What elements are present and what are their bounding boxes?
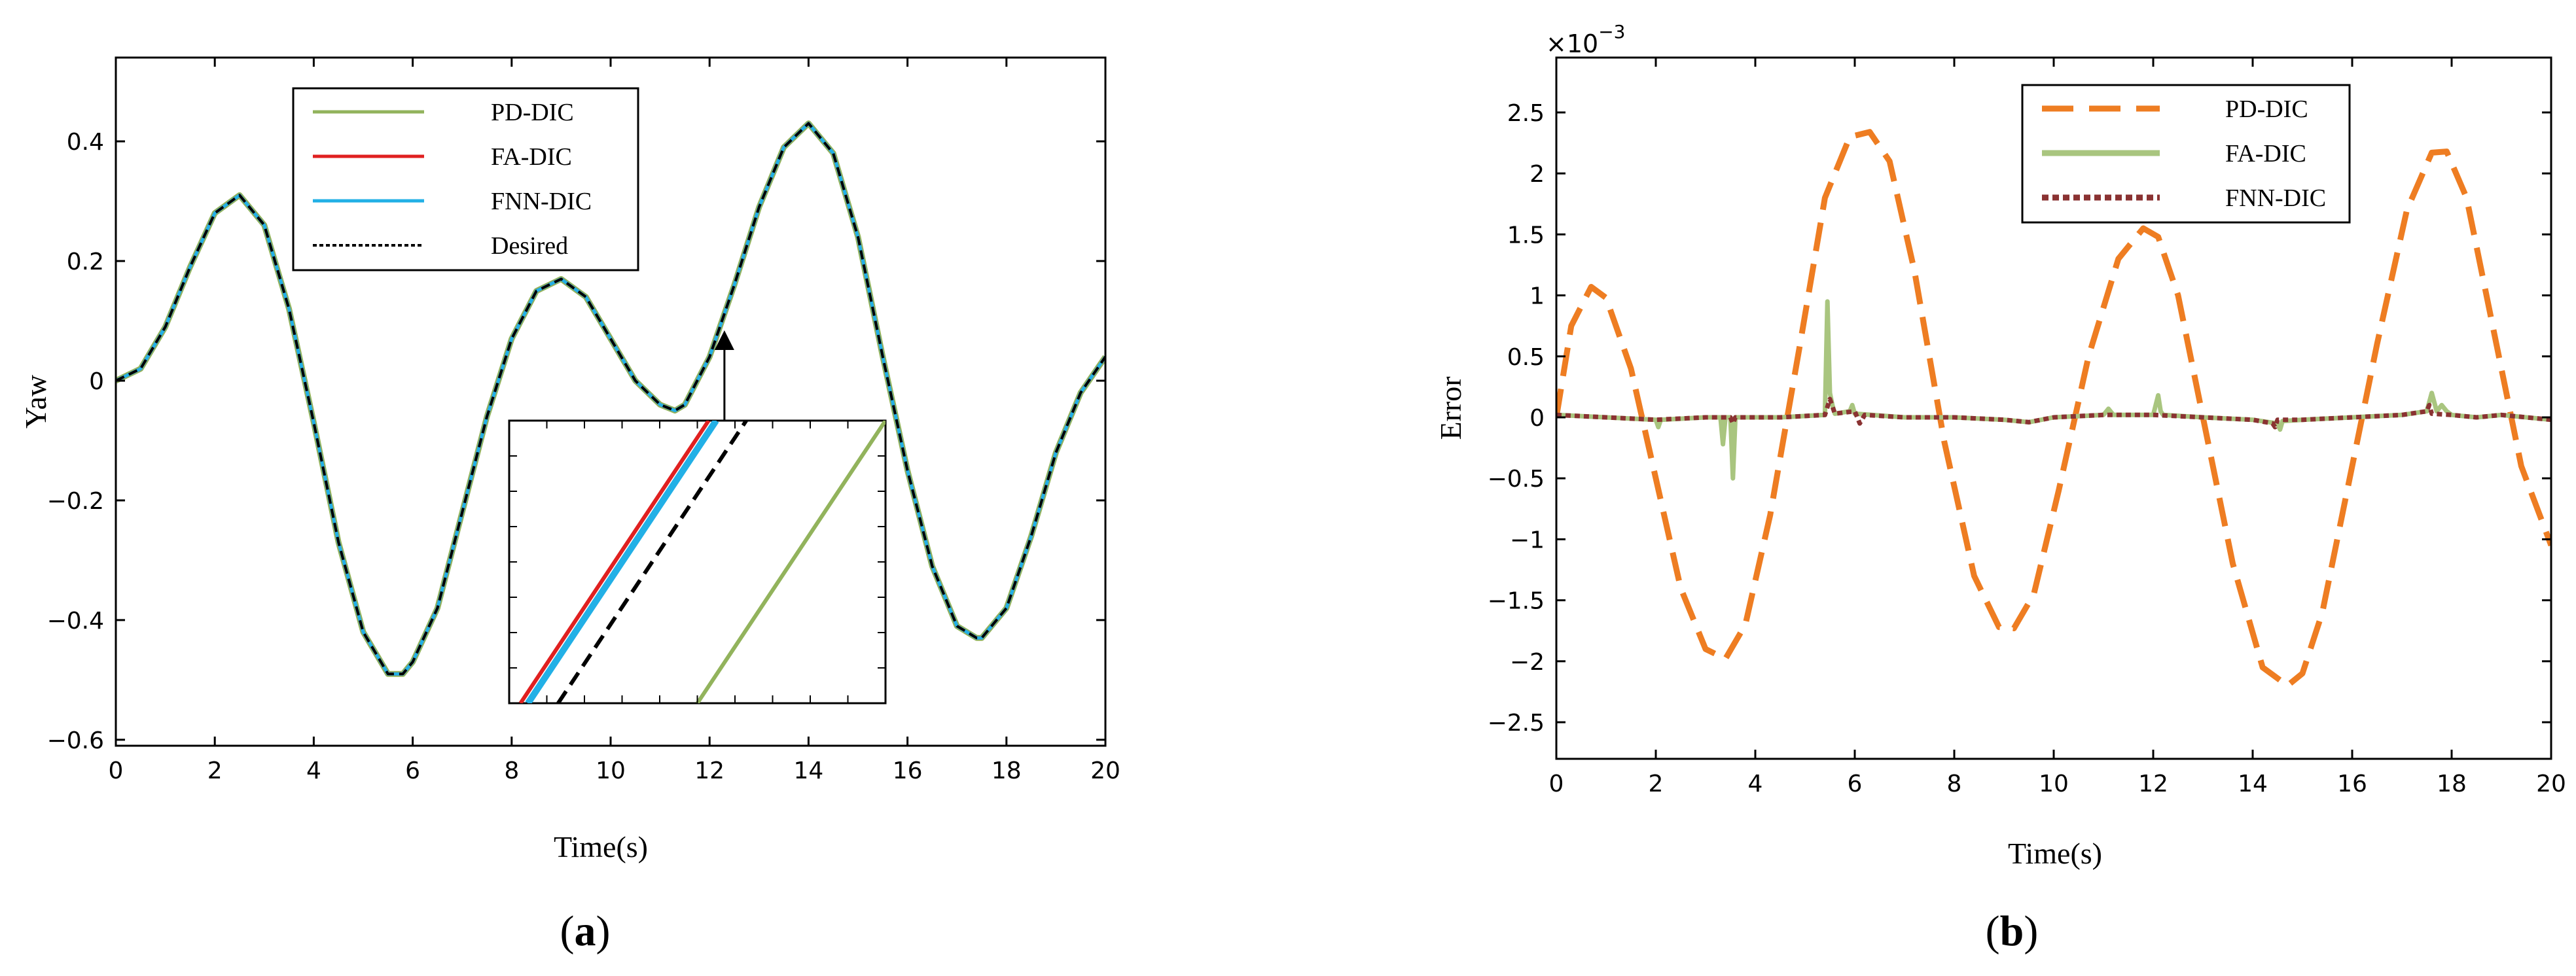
inset-line-fa-dic — [518, 421, 711, 703]
y-tick-label: 1.5 — [1507, 222, 1545, 249]
panel-a-ylabel: Yaw — [19, 374, 52, 428]
x-tick-label: 6 — [405, 758, 420, 784]
x-tick-label: 2 — [207, 758, 223, 784]
legend-label-pd-dic: PD-DIC — [2225, 96, 2308, 123]
x-tick-label: 2 — [1649, 771, 1664, 797]
x-tick-label: 12 — [2138, 771, 2168, 797]
x-tick-label: 18 — [992, 758, 1022, 784]
y-tick-label: −2.5 — [1488, 710, 1545, 737]
series-line-fnn-dic — [1556, 396, 2551, 430]
x-tick-label: 0 — [1549, 771, 1564, 797]
panel-a-xlabel: Time(s) — [554, 830, 648, 863]
x-tick-label: 8 — [1947, 771, 1962, 797]
x-tick-label: 16 — [893, 758, 923, 784]
legend-label-fnn-dic: FNN-DIC — [491, 188, 592, 215]
x-tick-label: 6 — [1848, 771, 1863, 797]
x-tick-label: 0 — [109, 758, 124, 784]
x-tick-label: 14 — [793, 758, 823, 784]
legend-label-fa-dic: FA-DIC — [491, 143, 572, 171]
y-tick-label: 0.2 — [67, 249, 104, 275]
legend-label-fnn-dic: FNN-DIC — [2225, 184, 2326, 212]
y-tick-label: −0.6 — [47, 727, 104, 754]
y-tick-label: 2.5 — [1507, 100, 1545, 127]
legend-label-desired: Desired — [491, 232, 568, 260]
x-tick-label: 4 — [306, 758, 321, 784]
y-tick-label: 0 — [89, 368, 104, 395]
series-line-fa-dic — [1556, 299, 2551, 481]
legend-box — [292, 87, 639, 271]
y-tick-label: 0.5 — [1507, 344, 1545, 371]
inset-line-desired — [556, 421, 748, 703]
x-tick-label: 10 — [596, 758, 626, 784]
panel-a: 0 2 4 6 8 10 12 14 16 18 20 −0.6 −0.4 −0.2 0 0.2 0.4 Tim… — [19, 56, 1120, 955]
series-line-pd-dic — [1556, 129, 2551, 689]
x-tick-label: 10 — [2039, 771, 2069, 797]
y-tick-label: 0.4 — [67, 129, 104, 156]
y-tick-label: −0.4 — [47, 608, 104, 635]
legend-label-pd-dic: PD-DIC — [491, 99, 574, 126]
panel-b-ylabel: Error — [1434, 376, 1467, 440]
panel-b-xlabel: Time(s) — [2008, 837, 2102, 870]
x-tick-label: 12 — [694, 758, 724, 784]
x-tick-label: 14 — [2238, 771, 2268, 797]
panel-b-label: (b) — [1986, 907, 2039, 955]
y-tick-label: 2 — [1530, 161, 1545, 188]
x-tick-label: 20 — [2536, 771, 2566, 797]
x-tick-label: 8 — [504, 758, 519, 784]
inset-frame — [508, 419, 887, 705]
panel-a-label: (a) — [560, 907, 611, 955]
y-tick-label: −0.2 — [47, 488, 104, 515]
x-tick-label: 20 — [1090, 758, 1120, 784]
legend-label-fa-dic: FA-DIC — [2225, 140, 2306, 167]
y-tick-label: −1.5 — [1488, 588, 1545, 615]
series-line-desired — [116, 122, 1105, 676]
x-tick-label: 18 — [2437, 771, 2467, 797]
y-tick-label: −1 — [1510, 527, 1545, 553]
panel-b-multiplier: ×10−3 — [1546, 21, 1625, 58]
panel-b: 0 2 4 6 8 10 12 14 16 18 20 −2.5 −2 −1.5 −1 −0.5 0 0.5 1 1.… — [1434, 21, 2566, 955]
inset-line-fnn-dic — [525, 421, 719, 703]
inset-line-pd-dic — [696, 421, 885, 703]
y-tick-label: −2 — [1510, 649, 1545, 676]
x-tick-label: 16 — [2337, 771, 2367, 797]
x-tick-label: 4 — [1748, 771, 1763, 797]
y-tick-label: 0 — [1530, 405, 1545, 432]
y-tick-label: −0.5 — [1488, 466, 1545, 493]
y-tick-label: 1 — [1530, 283, 1545, 310]
